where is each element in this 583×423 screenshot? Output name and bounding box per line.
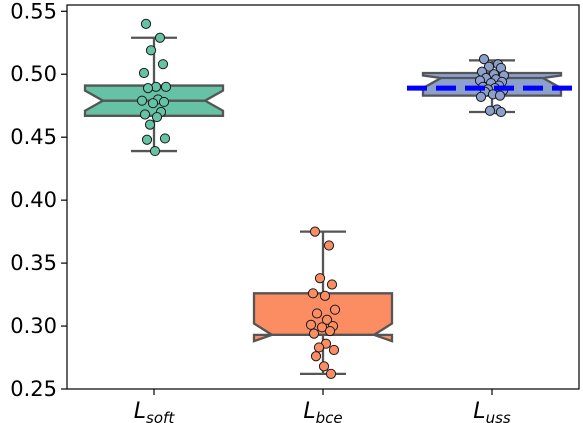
data-point	[326, 279, 338, 290]
data-point	[484, 105, 496, 116]
data-point	[324, 325, 336, 337]
box-group	[421, 54, 563, 118]
category-main: L	[134, 399, 146, 423]
y-tick-label: 0.50	[10, 62, 57, 86]
data-point	[160, 81, 172, 92]
box-group	[83, 18, 225, 157]
data-point	[147, 98, 159, 109]
data-point	[318, 361, 330, 372]
data-point	[142, 82, 154, 94]
data-point	[158, 96, 170, 108]
box-group	[252, 226, 394, 379]
x-category-label: Lbce	[303, 399, 342, 423]
data-point	[151, 111, 163, 123]
data-point	[325, 368, 337, 379]
data-point	[311, 308, 323, 319]
y-tick-label: 0.25	[10, 377, 57, 401]
y-tick-label: 0.40	[10, 188, 57, 212]
data-point	[319, 290, 331, 301]
data-point	[139, 109, 151, 120]
data-point	[323, 240, 335, 251]
data-point	[159, 133, 171, 144]
category-subscript: bce	[316, 409, 343, 423]
y-tick-label: 0.45	[10, 125, 57, 149]
data-point	[149, 145, 161, 157]
data-point	[140, 18, 152, 29]
data-point	[308, 328, 320, 339]
x-category-label: Luss	[473, 399, 511, 423]
data-point	[310, 351, 322, 362]
data-point	[157, 59, 169, 70]
data-point	[494, 90, 506, 101]
category-subscript: uss	[486, 409, 511, 423]
x-category-label: Lsoft	[134, 399, 176, 423]
data-point	[145, 45, 157, 56]
category-main: L	[303, 399, 315, 423]
data-point	[478, 54, 490, 65]
data-point	[305, 319, 317, 330]
data-point	[314, 273, 326, 284]
data-point	[307, 288, 319, 299]
category-subscript: soft	[146, 409, 175, 423]
data-point	[138, 67, 150, 79]
data-point	[309, 226, 321, 237]
y-tick-label: 0.55	[10, 0, 57, 23]
data-point	[329, 304, 341, 315]
data-point	[313, 342, 325, 353]
data-point	[328, 344, 340, 356]
data-point	[483, 61, 495, 72]
data-point	[495, 106, 507, 118]
y-tick-label: 0.35	[10, 251, 57, 275]
data-point	[475, 91, 487, 103]
data-point	[321, 314, 333, 325]
data-point	[144, 119, 156, 130]
category-main: L	[473, 399, 485, 423]
y-tick-label: 0.30	[10, 314, 57, 338]
data-point	[154, 32, 166, 43]
data-point	[141, 134, 153, 145]
data-point	[136, 95, 148, 106]
